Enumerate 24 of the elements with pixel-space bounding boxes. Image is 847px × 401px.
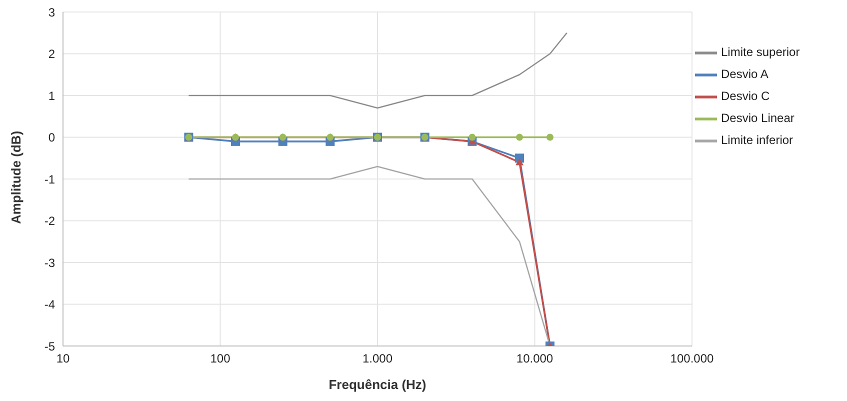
y-tick-label: 3 <box>48 5 56 20</box>
y-tick-label: -1 <box>44 172 56 186</box>
x-tick-label: 1.000 <box>362 352 393 366</box>
x-tick-label: 10.000 <box>516 352 554 366</box>
y-tick-label: -2 <box>44 214 56 228</box>
legend-label: Limite superior <box>721 45 800 60</box>
point <box>516 158 524 166</box>
x-axis-title: Frequência (Hz) <box>328 377 426 392</box>
point <box>468 134 476 141</box>
y-tick-label: -3 <box>44 256 56 270</box>
y-tick-label: 1 <box>48 88 56 103</box>
point <box>516 134 524 141</box>
x-tick-label: 100.000 <box>670 352 714 366</box>
legend-label: Desvio Linear <box>721 111 794 126</box>
y-tick-label: 2 <box>48 47 56 62</box>
legend-label: Desvio A <box>721 67 768 82</box>
x-tick-label: 10 <box>56 352 70 366</box>
y-tick-label: 0 <box>48 130 56 145</box>
y-tick-label: -4 <box>44 298 56 312</box>
y-tick-label: -5 <box>44 339 56 354</box>
legend-label: Limite inferior <box>721 133 794 148</box>
x-tick-label: 100 <box>210 352 231 366</box>
y-axis-title: Amplitude (dB) <box>8 130 24 224</box>
legend-label: Desvio C <box>721 89 770 104</box>
